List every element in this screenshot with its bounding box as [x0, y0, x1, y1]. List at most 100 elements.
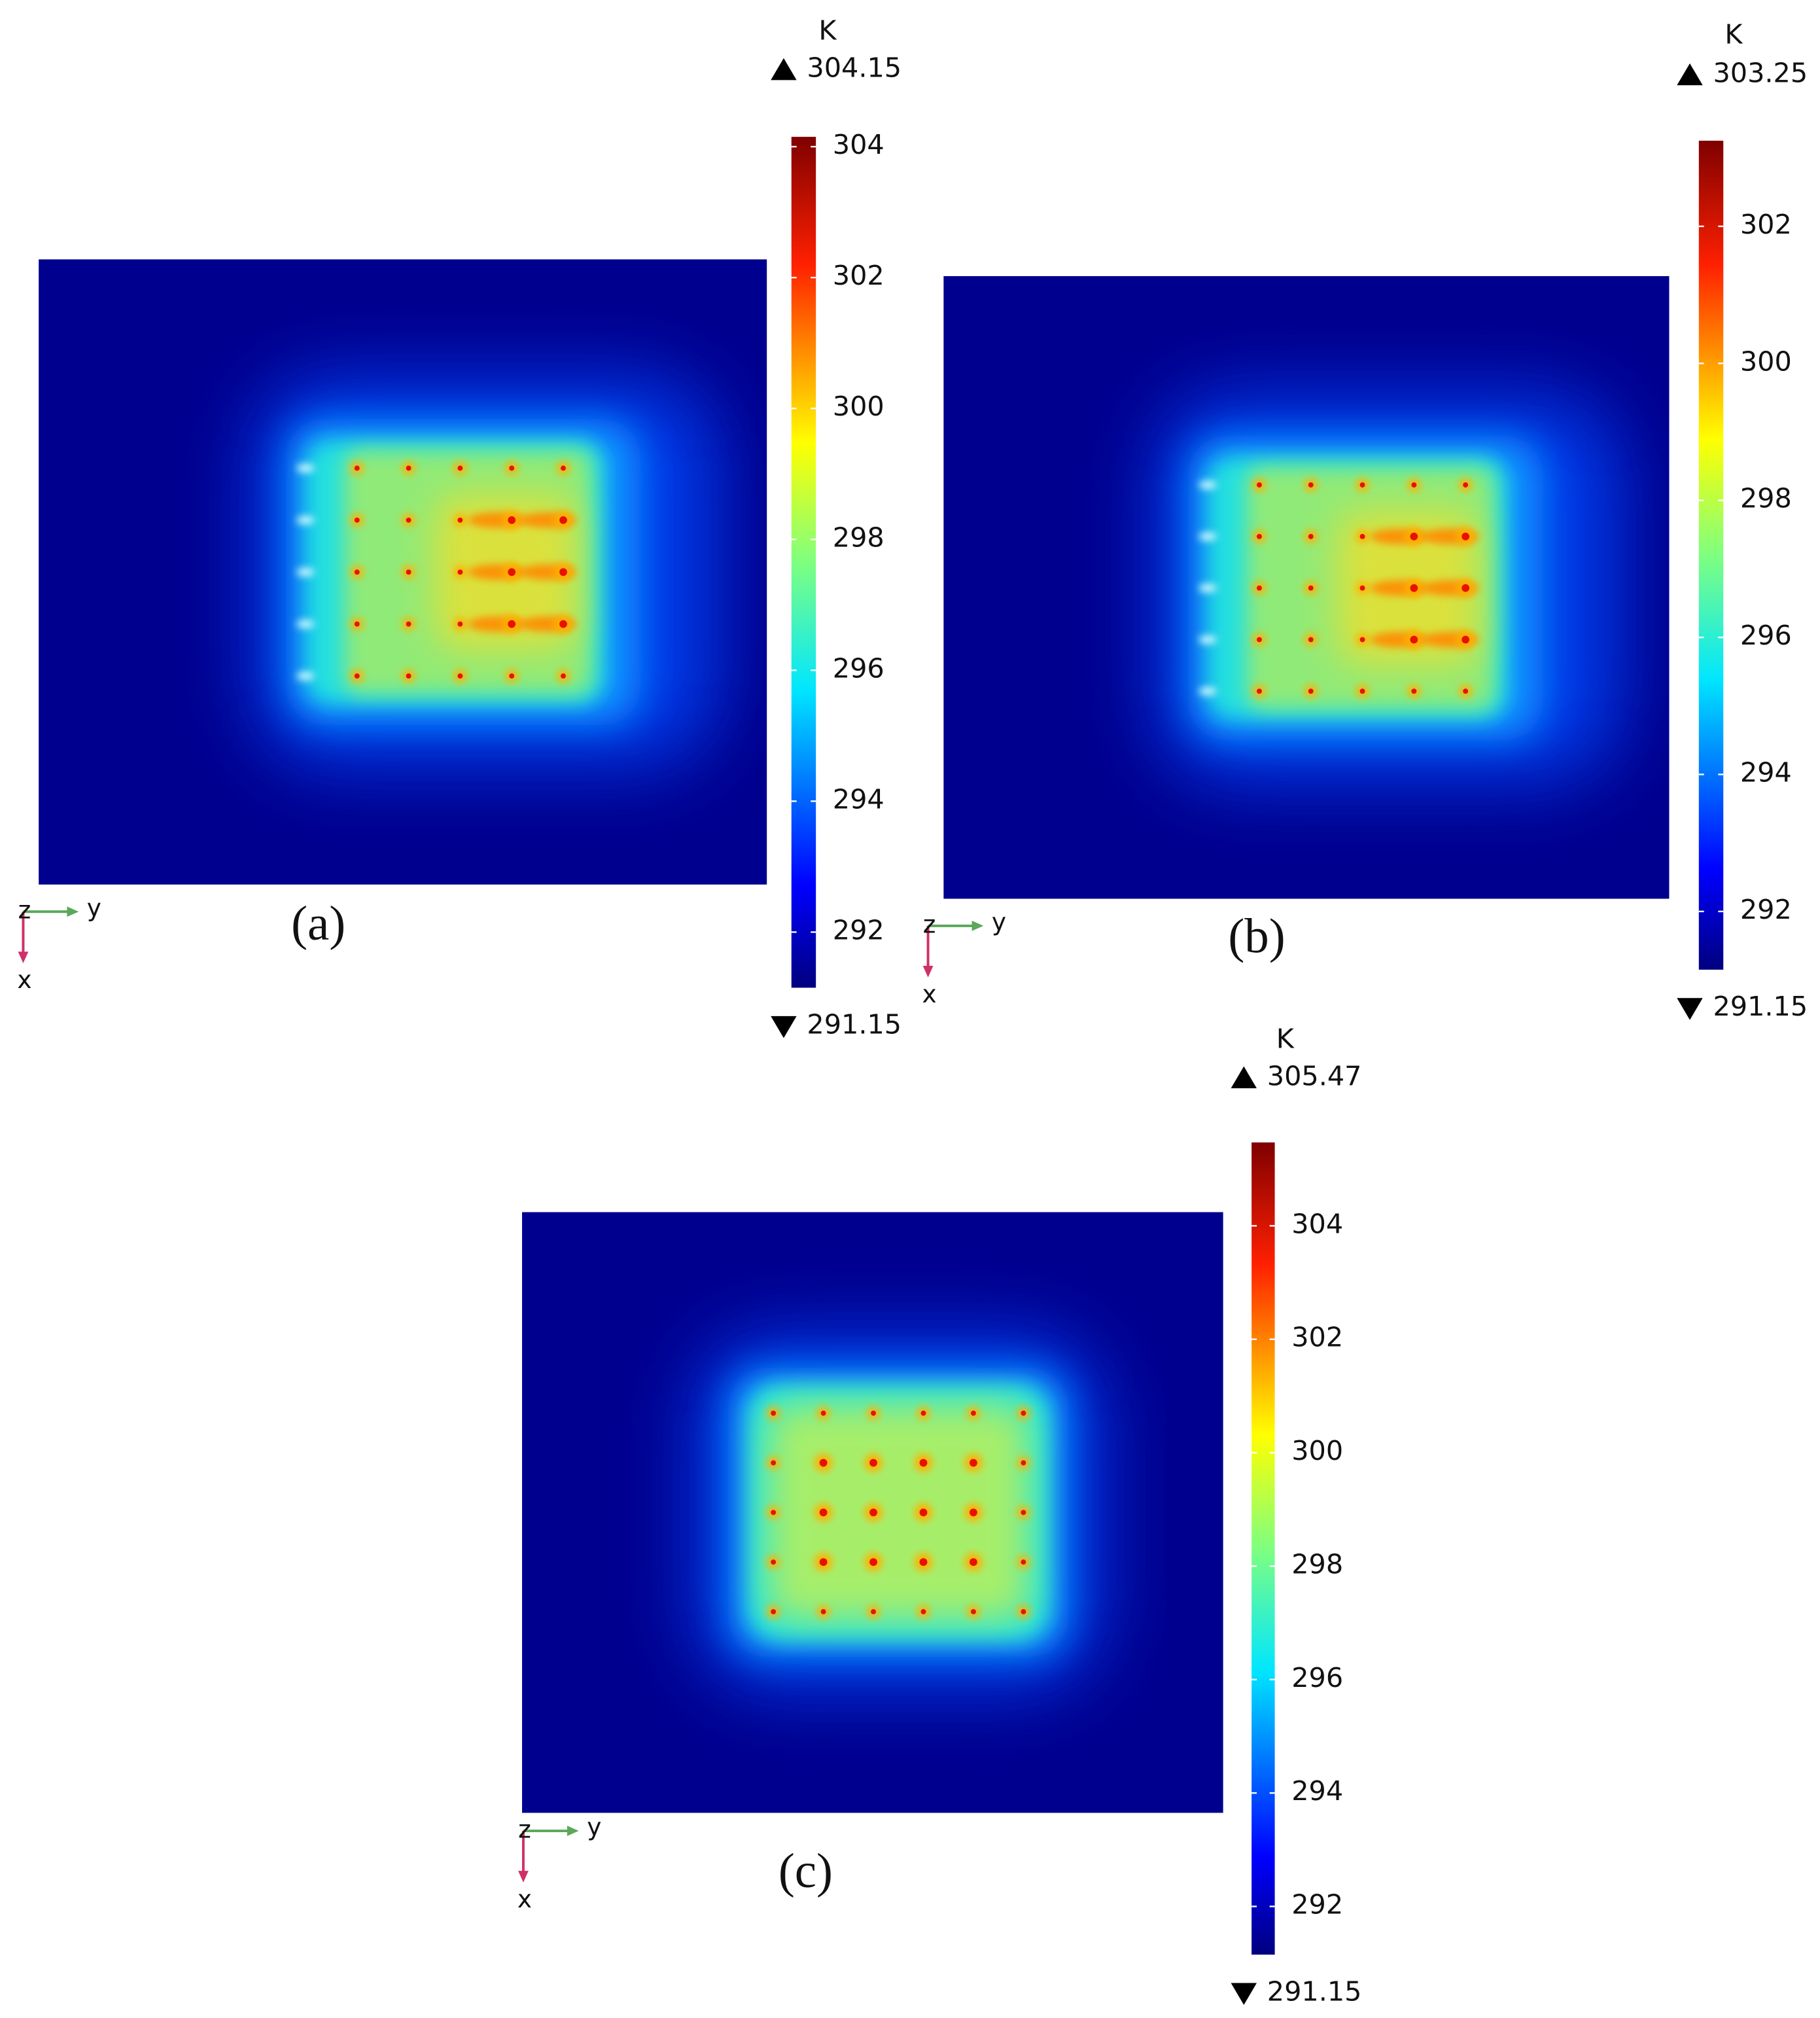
- unit-label: K: [1724, 18, 1743, 50]
- heat-plot: [943, 275, 1670, 899]
- triad-y-head: [567, 1826, 579, 1836]
- triad-label: y: [587, 1813, 601, 1841]
- source: [1359, 533, 1365, 539]
- colorbar-tick-label: 292: [833, 914, 884, 946]
- source: [1411, 688, 1417, 694]
- source: [457, 569, 463, 575]
- colorbar-tick-label: 298: [1740, 483, 1792, 514]
- source: [920, 1410, 926, 1416]
- triad-x-head: [922, 965, 934, 978]
- colorbar-tick-label: 302: [833, 260, 884, 291]
- source: [771, 1559, 777, 1565]
- max-marker: [771, 58, 797, 80]
- colorbar-tick-label: 292: [1291, 1889, 1343, 1921]
- source: [406, 465, 411, 471]
- source: [1256, 533, 1262, 539]
- colorbar-tick-label: 294: [1740, 757, 1792, 788]
- source: [1021, 1460, 1026, 1466]
- source: [508, 516, 516, 524]
- source: [354, 517, 360, 523]
- source: [354, 621, 360, 627]
- source: [1359, 585, 1365, 591]
- source: [820, 1410, 826, 1416]
- source: [508, 568, 516, 576]
- source: [1359, 688, 1365, 694]
- source: [1461, 635, 1470, 644]
- source: [457, 673, 463, 679]
- panel: 292 294 296 298 300 302 304 K 305.47 291.15 (c) z y x: [517, 1023, 1362, 2007]
- triad-label: x: [17, 965, 31, 994]
- source-glow: [296, 620, 315, 628]
- triad-label: y: [87, 893, 101, 922]
- source: [1021, 1410, 1026, 1416]
- min-value: 291.15: [807, 1009, 901, 1040]
- triad-label: z: [18, 896, 31, 925]
- colorbar-tick-label: 300: [1291, 1435, 1343, 1466]
- source: [1410, 584, 1418, 592]
- source: [919, 1459, 928, 1467]
- source: [869, 1558, 877, 1567]
- unit-label: K: [818, 15, 837, 46]
- source: [919, 1508, 928, 1517]
- source: [1308, 637, 1314, 643]
- source: [771, 1460, 777, 1466]
- source-glow: [1199, 687, 1217, 696]
- source: [509, 465, 515, 471]
- triad-label: z: [518, 1815, 531, 1844]
- source: [970, 1410, 976, 1416]
- panel: 292 294 296 298 300 302 304 K 304.15 291.15 (a) z y x: [17, 15, 901, 1040]
- colorbar-tick-label: 294: [833, 783, 884, 815]
- source: [561, 673, 566, 679]
- source: [1256, 585, 1262, 591]
- source: [771, 1609, 777, 1615]
- source-glow: [296, 516, 315, 524]
- panel: 292 294 296 298 300 302 K 303.25 291.15 (b) z y x: [922, 18, 1808, 1022]
- source: [919, 1558, 928, 1567]
- colorbar: [1698, 141, 1724, 970]
- unit-label: K: [1276, 1023, 1295, 1054]
- source: [559, 516, 567, 524]
- source: [1021, 1609, 1026, 1615]
- source: [508, 620, 516, 628]
- source: [406, 517, 411, 523]
- source: [457, 621, 463, 627]
- source: [920, 1609, 926, 1615]
- source-glow: [296, 672, 315, 680]
- triad-y-head: [971, 921, 984, 931]
- colorbar-tick-label: 304: [833, 129, 884, 160]
- triad-label: x: [922, 980, 936, 1008]
- source: [1021, 1510, 1026, 1515]
- colorbar-tick-label: 296: [1291, 1662, 1343, 1693]
- source: [1461, 532, 1470, 540]
- source: [819, 1508, 828, 1517]
- source: [559, 620, 567, 628]
- source: [406, 569, 411, 575]
- triad-x-head: [518, 1871, 529, 1883]
- source: [820, 1609, 826, 1615]
- triad-label: x: [517, 1885, 532, 1913]
- source: [970, 1508, 977, 1517]
- source: [819, 1558, 828, 1567]
- heat-green: [767, 1402, 1030, 1622]
- colorbar-tick-label: 300: [833, 391, 884, 422]
- max-value: 305.47: [1267, 1060, 1362, 1091]
- source: [1463, 482, 1469, 488]
- source: [561, 465, 566, 471]
- min-marker: [771, 1016, 797, 1038]
- source: [871, 1609, 876, 1615]
- source: [457, 465, 463, 471]
- colorbar-tick-label: 298: [1291, 1548, 1343, 1580]
- triad-x-head: [18, 951, 29, 964]
- source-glow: [1199, 635, 1217, 644]
- colorbar-tick-label: 296: [1740, 620, 1792, 651]
- colorbar-tick-label: 296: [833, 652, 884, 684]
- source-glow: [296, 568, 315, 576]
- source: [771, 1510, 777, 1515]
- source: [1463, 688, 1469, 694]
- source: [406, 673, 411, 679]
- panel-label: (c): [779, 1844, 833, 1898]
- source: [1461, 584, 1470, 592]
- source: [1308, 585, 1314, 591]
- source: [869, 1508, 877, 1517]
